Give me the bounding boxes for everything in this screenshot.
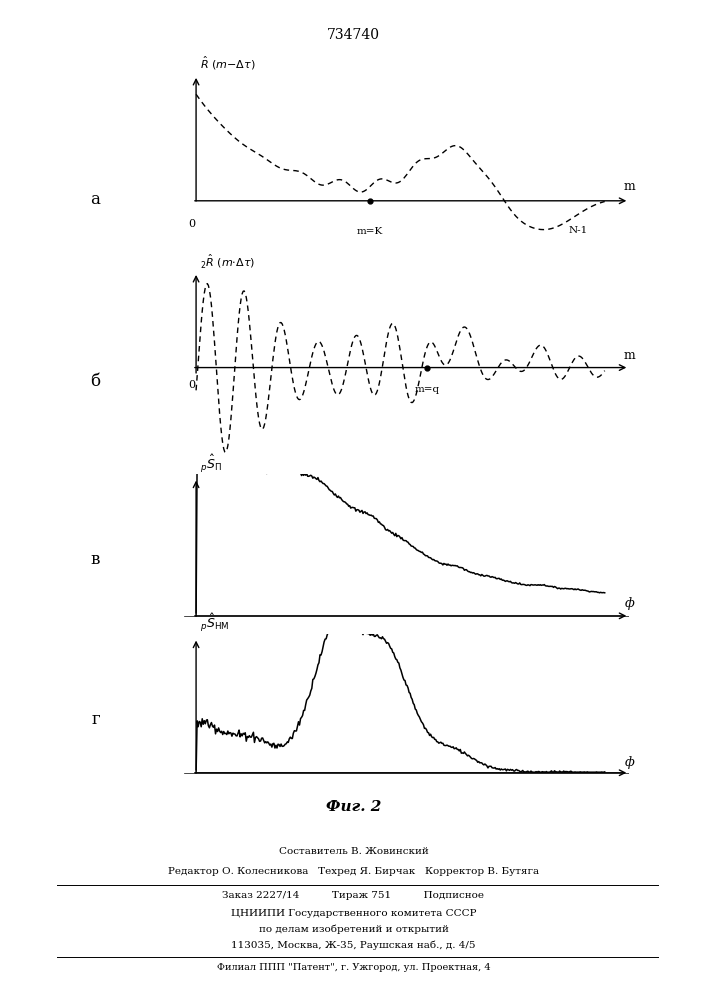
- Text: Редактор О. Колесникова   Техред Я. Бирчак   Корректор В. Бутяга: Редактор О. Колесникова Техред Я. Бирчак…: [168, 867, 539, 876]
- Text: в: в: [90, 552, 100, 568]
- Text: Заказ 2227/14          Тираж 751          Подписное: Заказ 2227/14 Тираж 751 Подписное: [223, 891, 484, 900]
- Text: N-1: N-1: [568, 226, 588, 235]
- Text: $_{p}\hat{S}_{\Pi}$: $_{p}\hat{S}_{\Pi}$: [200, 453, 222, 475]
- Text: г: г: [91, 712, 100, 728]
- Text: 0: 0: [189, 380, 196, 390]
- Text: б: б: [90, 373, 100, 390]
- Text: ЦНИИПИ Государственного комитета СССР: ЦНИИПИ Государственного комитета СССР: [230, 909, 477, 918]
- Text: ф: ф: [624, 756, 634, 769]
- Text: m: m: [624, 180, 635, 193]
- Text: $\hat{R}\ (m{-}\Delta\tau)$: $\hat{R}\ (m{-}\Delta\tau)$: [200, 55, 256, 72]
- Text: Филиал ППП "Патент", г. Ужгород, ул. Проектная, 4: Филиал ППП "Патент", г. Ужгород, ул. Про…: [216, 963, 491, 972]
- Text: Фиг. 2: Фиг. 2: [326, 800, 381, 814]
- Text: m: m: [624, 349, 635, 362]
- Text: m=q: m=q: [414, 385, 440, 394]
- Text: 0: 0: [189, 219, 196, 229]
- Text: $_{2}\hat{R}\ (m{\cdot}\Delta\tau)$: $_{2}\hat{R}\ (m{\cdot}\Delta\tau)$: [200, 252, 255, 270]
- Text: 113035, Москва, Ж-35, Раушская наб., д. 4/5: 113035, Москва, Ж-35, Раушская наб., д. …: [231, 941, 476, 950]
- Text: $_{p}\hat{S}_{\text{НМ}}$: $_{p}\hat{S}_{\text{НМ}}$: [200, 612, 230, 634]
- Text: m=K: m=K: [356, 227, 383, 236]
- Text: Составитель В. Жовинский: Составитель В. Жовинский: [279, 847, 428, 856]
- Text: 734740: 734740: [327, 28, 380, 42]
- Text: по делам изобретений и открытий: по делам изобретений и открытий: [259, 925, 448, 934]
- Text: а: а: [90, 192, 100, 209]
- Text: ф: ф: [624, 597, 634, 610]
